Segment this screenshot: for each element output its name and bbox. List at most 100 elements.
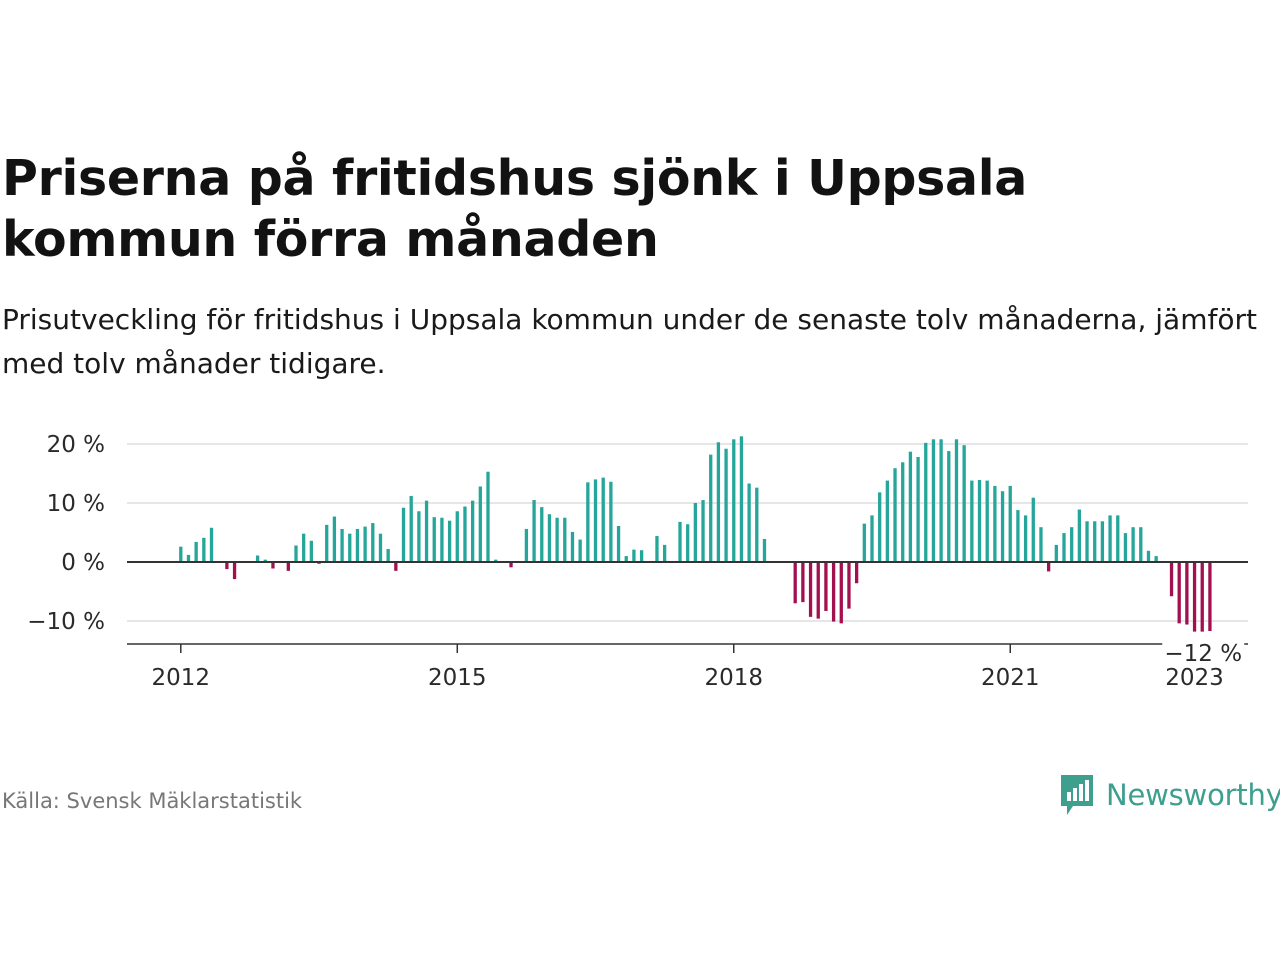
bar xyxy=(739,436,744,562)
bar xyxy=(755,487,759,562)
bar xyxy=(724,448,728,562)
bar xyxy=(854,562,859,584)
newsworthy-logo[interactable]: Newsworthy xyxy=(1058,772,1280,818)
bar xyxy=(494,559,498,562)
bar xyxy=(1046,562,1051,572)
bar xyxy=(1077,509,1082,562)
bar xyxy=(532,500,536,562)
y-tick-label: −10 % xyxy=(27,609,105,635)
bar xyxy=(908,451,913,562)
bar xyxy=(847,562,851,609)
bar xyxy=(1085,521,1089,562)
y-tick-label: 20 % xyxy=(47,432,105,458)
bar xyxy=(524,528,529,562)
bar xyxy=(340,528,344,562)
y-tick-label: 0 % xyxy=(61,550,105,576)
bar xyxy=(878,492,882,562)
bar xyxy=(563,517,567,562)
bar xyxy=(1123,533,1128,562)
bar xyxy=(678,521,682,562)
bar xyxy=(547,514,552,562)
gridlines xyxy=(127,443,1248,622)
bar xyxy=(179,546,183,562)
bar xyxy=(586,482,590,562)
bar xyxy=(286,562,290,571)
bar xyxy=(363,526,367,562)
bar xyxy=(255,555,260,562)
bar xyxy=(593,479,598,562)
bar xyxy=(1054,544,1058,562)
x-tick-label: 2023 xyxy=(1165,665,1224,691)
bar xyxy=(355,528,360,562)
bar xyxy=(432,517,436,562)
bar xyxy=(655,536,659,562)
bar xyxy=(378,533,383,562)
bar xyxy=(1169,562,1174,597)
newsworthy-bar-chart-logo-icon xyxy=(1061,775,1093,815)
bar xyxy=(463,506,467,562)
bar xyxy=(954,439,959,562)
x-tick-label: 2021 xyxy=(981,665,1040,691)
bar xyxy=(409,495,413,562)
bar xyxy=(993,485,997,562)
bar xyxy=(470,500,475,562)
bar xyxy=(1016,510,1020,562)
bar xyxy=(893,468,897,562)
bar xyxy=(455,511,459,562)
bar xyxy=(693,503,698,562)
bar xyxy=(793,562,797,604)
bar xyxy=(624,556,628,562)
bar xyxy=(970,480,974,562)
bar xyxy=(1208,562,1212,632)
bar xyxy=(732,439,736,562)
bar xyxy=(1154,556,1158,562)
bar xyxy=(194,541,198,562)
bar xyxy=(348,533,352,562)
bar xyxy=(309,540,314,562)
bar xyxy=(709,454,713,562)
bar xyxy=(1062,533,1066,562)
bar xyxy=(1192,562,1197,632)
bar xyxy=(762,538,767,562)
bar xyxy=(509,562,513,568)
bar xyxy=(924,442,928,562)
x-tick-label: 2015 xyxy=(428,665,487,691)
bar xyxy=(186,554,191,562)
bar xyxy=(371,523,375,562)
bar xyxy=(662,544,667,562)
bar xyxy=(555,517,559,562)
bar xyxy=(1177,562,1181,624)
source-note: Källa: Svensk Mäklarstatistik xyxy=(2,789,303,813)
bar xyxy=(417,511,421,562)
bar xyxy=(985,480,989,562)
bars xyxy=(179,436,1212,632)
bar xyxy=(1108,515,1112,562)
bar xyxy=(616,526,621,562)
last-value-annotation: −12 % xyxy=(1164,641,1242,667)
bar xyxy=(870,515,874,562)
bar xyxy=(1200,562,1204,632)
bar xyxy=(824,562,828,611)
bar xyxy=(916,456,920,562)
bar xyxy=(540,507,544,562)
bar xyxy=(302,533,306,562)
bar xyxy=(632,549,636,562)
bar xyxy=(901,462,905,562)
bar xyxy=(1116,515,1120,562)
bar xyxy=(1146,550,1151,562)
bar xyxy=(486,471,490,562)
bar xyxy=(1100,521,1105,562)
bar xyxy=(325,524,329,562)
bar-chart: 20 % 10 % 0 % −10 % 2012 2015 2018 2021 2023−12 … xyxy=(27,432,1248,691)
bar xyxy=(1039,527,1043,562)
bar xyxy=(332,516,337,562)
bar xyxy=(394,562,398,571)
bar xyxy=(747,483,751,562)
annotation-background xyxy=(1162,642,1245,666)
bar xyxy=(232,562,237,580)
bar xyxy=(609,481,613,562)
bar xyxy=(601,477,605,562)
bar xyxy=(202,537,206,562)
bar xyxy=(271,562,275,569)
axes: 20 % 10 % 0 % −10 % 2012 2015 2018 2021 2023−12 … xyxy=(27,432,1248,691)
